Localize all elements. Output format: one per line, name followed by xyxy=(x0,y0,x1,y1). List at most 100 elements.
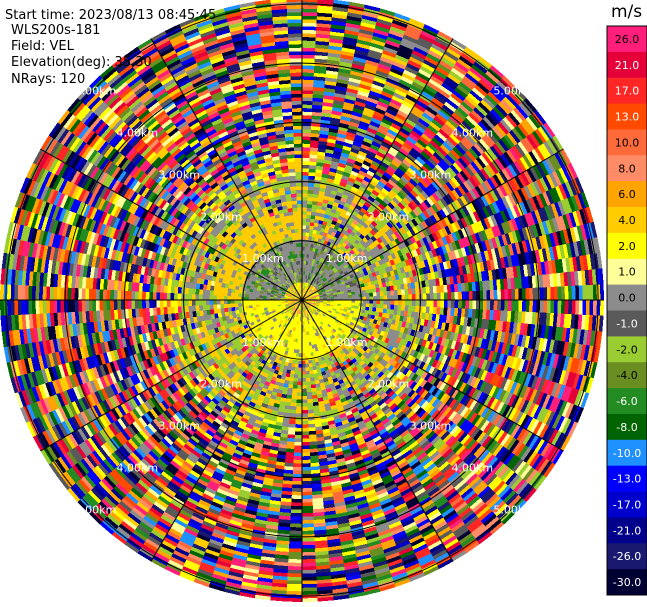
velocity-gate xyxy=(358,303,363,307)
velocity-gate xyxy=(348,315,353,320)
velocity-gate xyxy=(397,400,405,409)
velocity-gate xyxy=(471,308,476,319)
velocity-gate xyxy=(508,494,522,509)
velocity-gate xyxy=(375,307,380,313)
velocity-gate xyxy=(454,501,468,513)
velocity-gate xyxy=(387,318,393,324)
velocity-gate xyxy=(457,404,466,415)
velocity-gate xyxy=(313,307,317,311)
velocity-gate xyxy=(432,306,437,315)
velocity-gate xyxy=(579,329,585,345)
velocity-gate xyxy=(308,430,317,435)
velocity-gate xyxy=(472,300,477,310)
velocity-gate xyxy=(394,398,403,406)
velocity-gate xyxy=(334,348,340,354)
velocity-gate xyxy=(309,370,314,375)
velocity-gate xyxy=(458,382,467,393)
velocity-gate xyxy=(308,420,315,425)
velocity-gate xyxy=(306,305,309,309)
velocity-gate xyxy=(227,303,232,308)
velocity-gate xyxy=(529,300,533,313)
velocity-gate xyxy=(365,300,370,304)
velocity-gate xyxy=(487,439,498,452)
velocity-gate xyxy=(327,333,332,338)
velocity-gate xyxy=(364,310,369,314)
velocity-gate xyxy=(497,431,508,445)
velocity-gate xyxy=(470,459,482,471)
velocity-gate xyxy=(321,307,326,311)
velocity-gate xyxy=(467,495,481,508)
velocity-gate xyxy=(302,388,307,393)
velocity-gate xyxy=(540,442,552,457)
velocity-gate xyxy=(403,346,410,354)
velocity-gate xyxy=(449,315,454,324)
velocity-gate xyxy=(549,313,554,327)
velocity-gate xyxy=(335,335,340,340)
velocity-gate xyxy=(351,305,355,309)
velocity-gate xyxy=(575,300,580,315)
velocity-gate xyxy=(483,395,492,407)
velocity-gate xyxy=(416,451,428,461)
velocity-gate xyxy=(519,323,525,335)
velocity-gate xyxy=(518,300,523,312)
velocity-gate xyxy=(308,301,313,303)
velocity-gate xyxy=(346,326,352,331)
velocity-gate xyxy=(359,338,365,344)
velocity-gate xyxy=(430,376,438,386)
velocity-gate xyxy=(457,447,469,459)
velocity-gate xyxy=(340,315,346,319)
velocity-gate xyxy=(385,356,392,363)
velocity-gate xyxy=(486,410,496,422)
velocity-gate xyxy=(375,362,383,369)
velocity-gate xyxy=(313,313,317,317)
velocity-gate xyxy=(416,434,426,444)
velocity-gate xyxy=(408,322,414,330)
velocity-gate xyxy=(423,460,434,470)
velocity-gate xyxy=(392,385,400,393)
velocity-gate xyxy=(450,440,461,451)
velocity-gate xyxy=(400,326,405,333)
velocity-gate xyxy=(367,361,374,368)
velocity-gate xyxy=(296,395,302,400)
velocity-gate xyxy=(385,387,393,396)
velocity-gate xyxy=(312,302,316,305)
velocity-gate xyxy=(407,424,417,433)
velocity-gate xyxy=(289,373,295,378)
velocity-gate xyxy=(328,322,333,327)
velocity-gate xyxy=(358,383,365,390)
velocity-gate xyxy=(539,408,549,423)
velocity-gate xyxy=(387,413,396,421)
velocity-gate xyxy=(481,318,486,329)
velocity-gate xyxy=(503,310,508,322)
velocity-gate xyxy=(286,369,291,374)
velocity-gate xyxy=(315,315,319,320)
velocity-gate xyxy=(429,300,434,307)
velocity-gate xyxy=(308,423,316,428)
velocity-gate xyxy=(343,308,348,312)
velocity-gate xyxy=(437,371,445,380)
velocity-gate xyxy=(340,329,346,334)
velocity-gate xyxy=(498,389,507,402)
velocity-gate xyxy=(305,356,309,361)
velocity-gate xyxy=(315,303,320,306)
velocity-gate xyxy=(386,371,394,379)
velocity-gate xyxy=(302,587,318,592)
velocity-gate xyxy=(518,358,526,372)
velocity-gate xyxy=(457,308,462,317)
velocity-gate xyxy=(440,463,452,474)
velocity-gate xyxy=(347,347,353,353)
velocity-gate xyxy=(234,306,239,311)
velocity-gate xyxy=(538,364,546,378)
velocity-gate xyxy=(416,331,423,339)
velocity-gate xyxy=(203,310,208,316)
velocity-gate xyxy=(431,350,438,360)
velocity-gate xyxy=(457,370,465,381)
velocity-gate xyxy=(451,388,459,399)
velocity-gate xyxy=(285,455,294,460)
velocity-gate xyxy=(316,309,320,313)
velocity-gate xyxy=(370,326,375,332)
velocity-gate xyxy=(498,403,508,416)
velocity-gate xyxy=(428,313,433,321)
velocity-gate xyxy=(302,438,310,443)
velocity-gate xyxy=(374,368,382,376)
